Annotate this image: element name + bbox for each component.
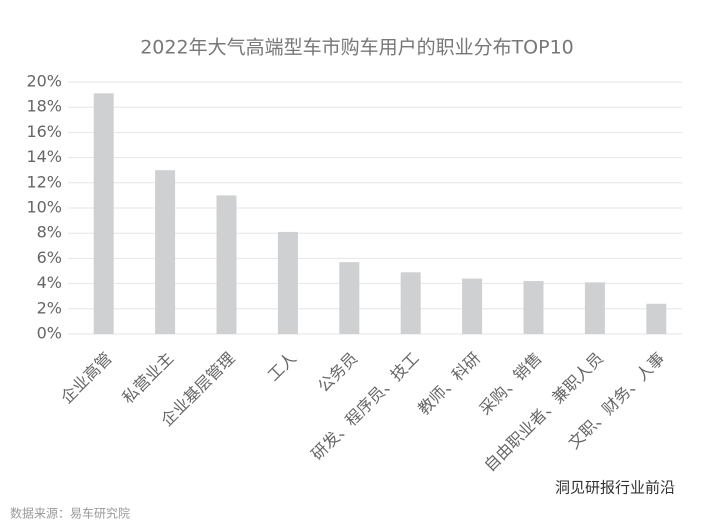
y-tick-label: 16% [26, 122, 62, 141]
bar [277, 231, 298, 334]
source: 数据来源：易车研究院 [10, 506, 130, 520]
x-tick-label: 教师、科研 [414, 349, 484, 419]
bar [400, 272, 421, 334]
y-tick-label: 18% [26, 97, 62, 116]
bar [155, 170, 176, 334]
x-tick-label: 研发、程序员、技工 [307, 349, 422, 464]
footer-note: 洞见研报行业前沿 [555, 479, 675, 497]
x-tick-label: 工人 [264, 349, 300, 385]
x-tick-label: 公务员 [314, 349, 361, 396]
y-tick-label: 12% [26, 172, 62, 191]
chart-title: 2022年大气高端型车市购车用户的职业分布TOP10 [140, 37, 574, 59]
y-tick-label: 4% [37, 273, 62, 292]
bar [584, 282, 605, 334]
x-tick-label: 企业高管 [57, 349, 116, 408]
y-tick-label: 20% [26, 72, 62, 91]
y-tick-label: 8% [37, 223, 62, 242]
y-tick-label: 0% [37, 324, 62, 343]
y-tick-label: 10% [26, 198, 62, 217]
x-tick-label: 私营业主 [118, 349, 177, 408]
bar [216, 195, 237, 334]
y-tick-label: 6% [37, 248, 62, 267]
bar [523, 281, 544, 334]
bar [339, 262, 360, 334]
bar [462, 278, 483, 334]
bar [93, 93, 114, 334]
x-tick-label: 自由职业者、兼职人员 [480, 349, 607, 476]
y-tick-label: 14% [26, 147, 62, 166]
y-tick-label: 2% [37, 298, 62, 317]
bar [646, 303, 667, 334]
